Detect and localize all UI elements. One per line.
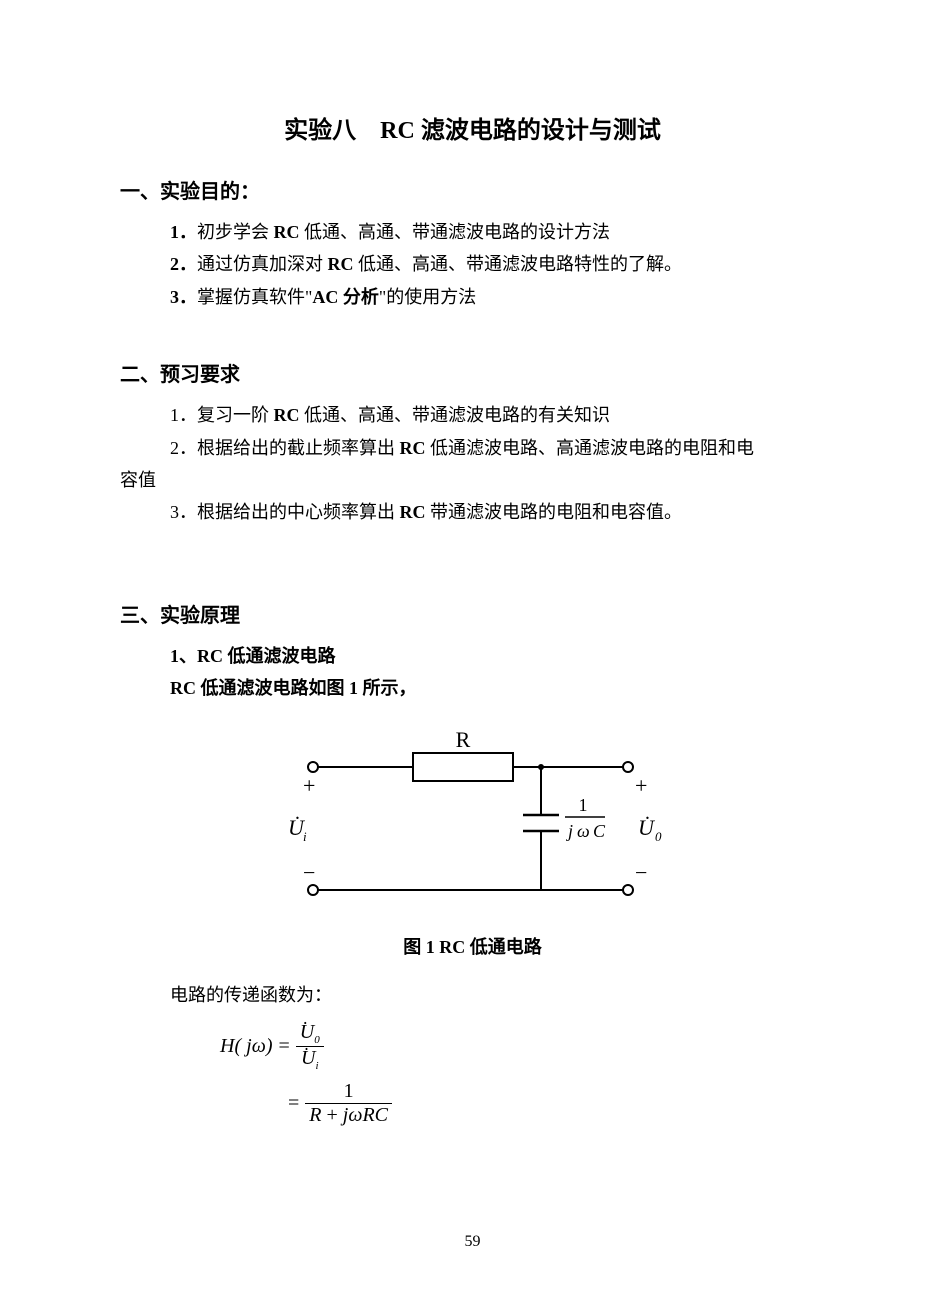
s1-item-2: 2．通过仿真加深对 RC 低通、高通、带通滤波电路特性的了解。 [170,248,825,280]
section3-heading: 三、实验原理 [120,599,825,628]
s2-i2-bold: RC [400,438,426,458]
s2-i3-post: 带通滤波电路的电阻和电容值。 [426,502,683,522]
ui-sub: i [303,829,307,844]
s1-i2-pre: 通过仿真加深对 [197,254,328,274]
cap-label-omega: ω [577,821,590,841]
s3-body-bold: RC [170,678,196,698]
s2-i2-post: 低通滤波电路、高通滤波电路的电阻和电 [426,438,755,458]
page-title: 实验八 RC 滤波电路的设计与测试 [120,110,825,145]
tf-l2-num: 1 [305,1080,392,1104]
caption-num: 1 RC [426,937,466,957]
in-minus-label: − [303,860,315,885]
page-number: 59 [465,1233,481,1251]
uo-label: U̇ [638,815,656,840]
tf-frac1: U̇0 U̇i [296,1021,324,1072]
tf-l2-R: R [309,1104,321,1126]
s1-i1-pre: 初步学会 [197,222,274,242]
circuit-svg: R + − + − U̇ i U̇ 0 1 j ω C [273,725,673,925]
s2-i1-num: 1． [170,405,197,425]
tf-uden-sub: i [315,1060,318,1072]
tf-l2-plus: + [322,1104,343,1126]
s2-i1-bold: RC [274,405,300,425]
uo-sub: 0 [655,829,662,844]
s3-body-text: 低通滤波电路如图 [196,678,349,698]
s3-sub1-num: 1、 [170,646,197,666]
s3-sub1: 1、RC 低通滤波电路 [170,640,825,672]
out-plus-label: + [635,773,647,798]
tf-l2-RC: RC [362,1104,388,1126]
tf-unum-sub: 0 [314,1034,320,1046]
s2-i1-pre: 复习一阶 [197,405,274,425]
s1-i1-bold: RC [274,222,300,242]
section2-heading: 二、预习要求 [120,358,825,387]
in-plus-label: + [303,773,315,798]
s2-item-2: 2．根据给出的截止频率算出 RC 低通滤波电路、高通滤波电路的电阻和电 [170,432,825,464]
section1-heading: 一、实验目的： [120,175,825,204]
out-minus-label: − [635,860,647,885]
s3-sub1-text: 低通滤波电路 [223,646,336,666]
s2-i3-num: 3． [170,502,197,522]
tf-H: H( jω) [220,1035,272,1058]
tf-eq1: = [278,1035,289,1058]
s2-i3-pre: 根据给出的中心频率算出 [197,502,400,522]
circuit-caption: 图 1 RC 低通电路 [403,933,542,959]
s3-body-bold2: 1 [349,678,358,698]
s2-i3-bold: RC [400,502,426,522]
s1-i3-pre: 掌握仿真软件" [197,287,312,307]
caption-pre: 图 [403,937,426,957]
s2-i2-cont-text: 容值 [120,464,825,496]
s3-body-text2: 所示， [358,678,417,698]
cap-label-j: j [566,821,573,841]
s1-i1-post: 低通、高通、带通滤波电路的设计方法 [300,222,611,242]
s1-i3-num: 3． [170,287,197,307]
s1-i1-num: 1． [170,222,197,242]
s1-i2-post: 低通、高通、带通滤波电路特性的了解。 [354,254,683,274]
cap-label-num: 1 [578,795,587,815]
s2-i2-num: 2． [170,438,197,458]
s1-i2-num: 2． [170,254,197,274]
s2-i2-pre: 根据给出的截止频率算出 [197,438,400,458]
circuit-figure: R + − + − U̇ i U̇ 0 1 j ω C [120,725,825,959]
tf-equation: H( jω) = U̇0 U̇i = 1 R + jωRC [220,1021,825,1127]
tf-eq2: = [288,1092,299,1115]
s2-item-3: 3．根据给出的中心频率算出 RC 带通滤波电路的电阻和电容值。 [170,496,825,528]
s1-i3-post: "的使用方法 [379,287,476,307]
s2-item-2-cont: 容值 [170,464,825,496]
resistor-label: R [455,727,470,752]
tf-uden: U [301,1047,315,1069]
tf-intro: 电路的传递函数为： [170,979,825,1011]
tf-frac2: 1 R + jωRC [305,1080,392,1127]
s2-item-1: 1．复习一阶 RC 低通、高通、带通滤波电路的有关知识 [170,399,825,431]
s1-i3-bold: AC 分析 [312,287,379,307]
tf-l2-omega: ω [348,1104,362,1126]
s3-sub1-bold: RC [197,646,223,666]
title-roman: RC [380,118,415,144]
title-suffix: 滤波电路的设计与测试 [415,118,661,144]
tf-unum: U [300,1021,314,1043]
caption-post: 低通电路 [465,937,542,957]
s3-body: RC 低通滤波电路如图 1 所示， [170,672,825,704]
s2-i1-post: 低通、高通、带通滤波电路的有关知识 [300,405,611,425]
title-prefix: 实验八 [284,118,380,144]
s1-i2-bold: RC [328,254,354,274]
s1-item-1: 1．初步学会 RC 低通、高通、带通滤波电路的设计方法 [170,216,825,248]
s1-item-3: 3．掌握仿真软件"AC 分析"的使用方法 [170,281,825,313]
cap-label-c: C [593,821,606,841]
